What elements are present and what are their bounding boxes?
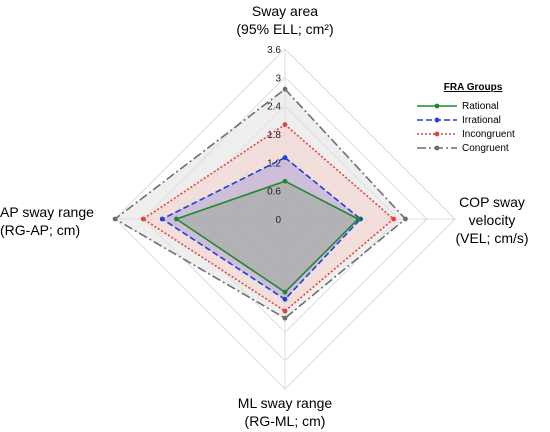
- axis-label-sway-area: Sway area (95% ELL; cm²): [205, 2, 365, 38]
- series-point-incongruent: [282, 122, 288, 127]
- legend-title: FRA Groups: [443, 82, 503, 93]
- radial-tick-label: 0: [275, 215, 281, 226]
- axis-label-line: (RG-ML; cm): [244, 413, 326, 429]
- legend-swatch: [417, 131, 457, 137]
- legend-swatch: [417, 103, 457, 109]
- series-point-rational: [173, 216, 179, 222]
- series-point-congruent: [282, 315, 288, 321]
- legend-item-rational: Rational: [416, 99, 526, 113]
- axis-label-cop-sway-velocity: COP sway velocity (VEL; cm/s): [432, 193, 550, 247]
- axis-label-line: ML sway range: [237, 395, 333, 411]
- legend-label: Incongruent: [462, 128, 515, 140]
- radial-tick-label: 1.8: [267, 130, 281, 141]
- radial-tick-label: 3: [275, 73, 281, 84]
- legend-items: Rational Irrational Incongruent Congruent: [416, 99, 526, 155]
- series-point-congruent: [403, 216, 408, 222]
- legend-label: Irrational: [462, 114, 501, 126]
- legend-item-congruent: Congruent: [416, 141, 526, 155]
- series-point-incongruent: [140, 216, 146, 222]
- series-point-rational: [355, 216, 361, 222]
- axis-label-line: COP sway: [459, 194, 525, 210]
- radial-tick-label: 3.6: [267, 45, 281, 56]
- legend-label: Rational: [462, 100, 499, 112]
- radial-tick-label: 2.4: [267, 102, 281, 113]
- series-line-incongruent: [141, 123, 395, 313]
- series-point-irrational: [282, 155, 288, 161]
- legend-item-irrational: Irrational: [416, 113, 526, 127]
- legend-label: Congruent: [462, 142, 509, 154]
- axis-label-line: (RG-AP; cm): [0, 222, 81, 238]
- series-point-rational: [282, 178, 288, 184]
- axis-label-line: AP sway range: [0, 204, 94, 220]
- legend-swatch: [417, 145, 457, 151]
- radial-tick-label: 1.2: [267, 158, 281, 169]
- axis-label-line: (95% ELL; cm²): [236, 21, 334, 37]
- series-point-incongruent: [282, 308, 288, 314]
- legend: FRA Groups Rational Irrational Incongruent…: [416, 82, 526, 155]
- axis-label-line: velocity: [468, 212, 516, 228]
- axis-label-ap-sway-range: AP sway range (RG-AP; cm): [0, 203, 130, 239]
- series-point-congruent: [282, 86, 288, 92]
- series-area-rational: [176, 181, 359, 293]
- series-point-irrational: [159, 216, 165, 222]
- legend-swatch: [417, 117, 457, 123]
- series-point-congruent: [112, 216, 118, 222]
- axis-label-line: Sway area: [251, 3, 319, 19]
- axis-label-ml-sway-range: ML sway range (RG-ML; cm): [205, 394, 365, 430]
- axis-label-line: (VEL; cm/s): [455, 230, 529, 246]
- radial-tick-label: 0.6: [267, 187, 281, 198]
- series-point-irrational: [282, 296, 288, 302]
- series-line-congruent: [113, 88, 407, 320]
- legend-item-incongruent: Incongruent: [416, 127, 526, 141]
- series-point-incongruent: [391, 216, 397, 222]
- series-point-rational: [282, 289, 288, 295]
